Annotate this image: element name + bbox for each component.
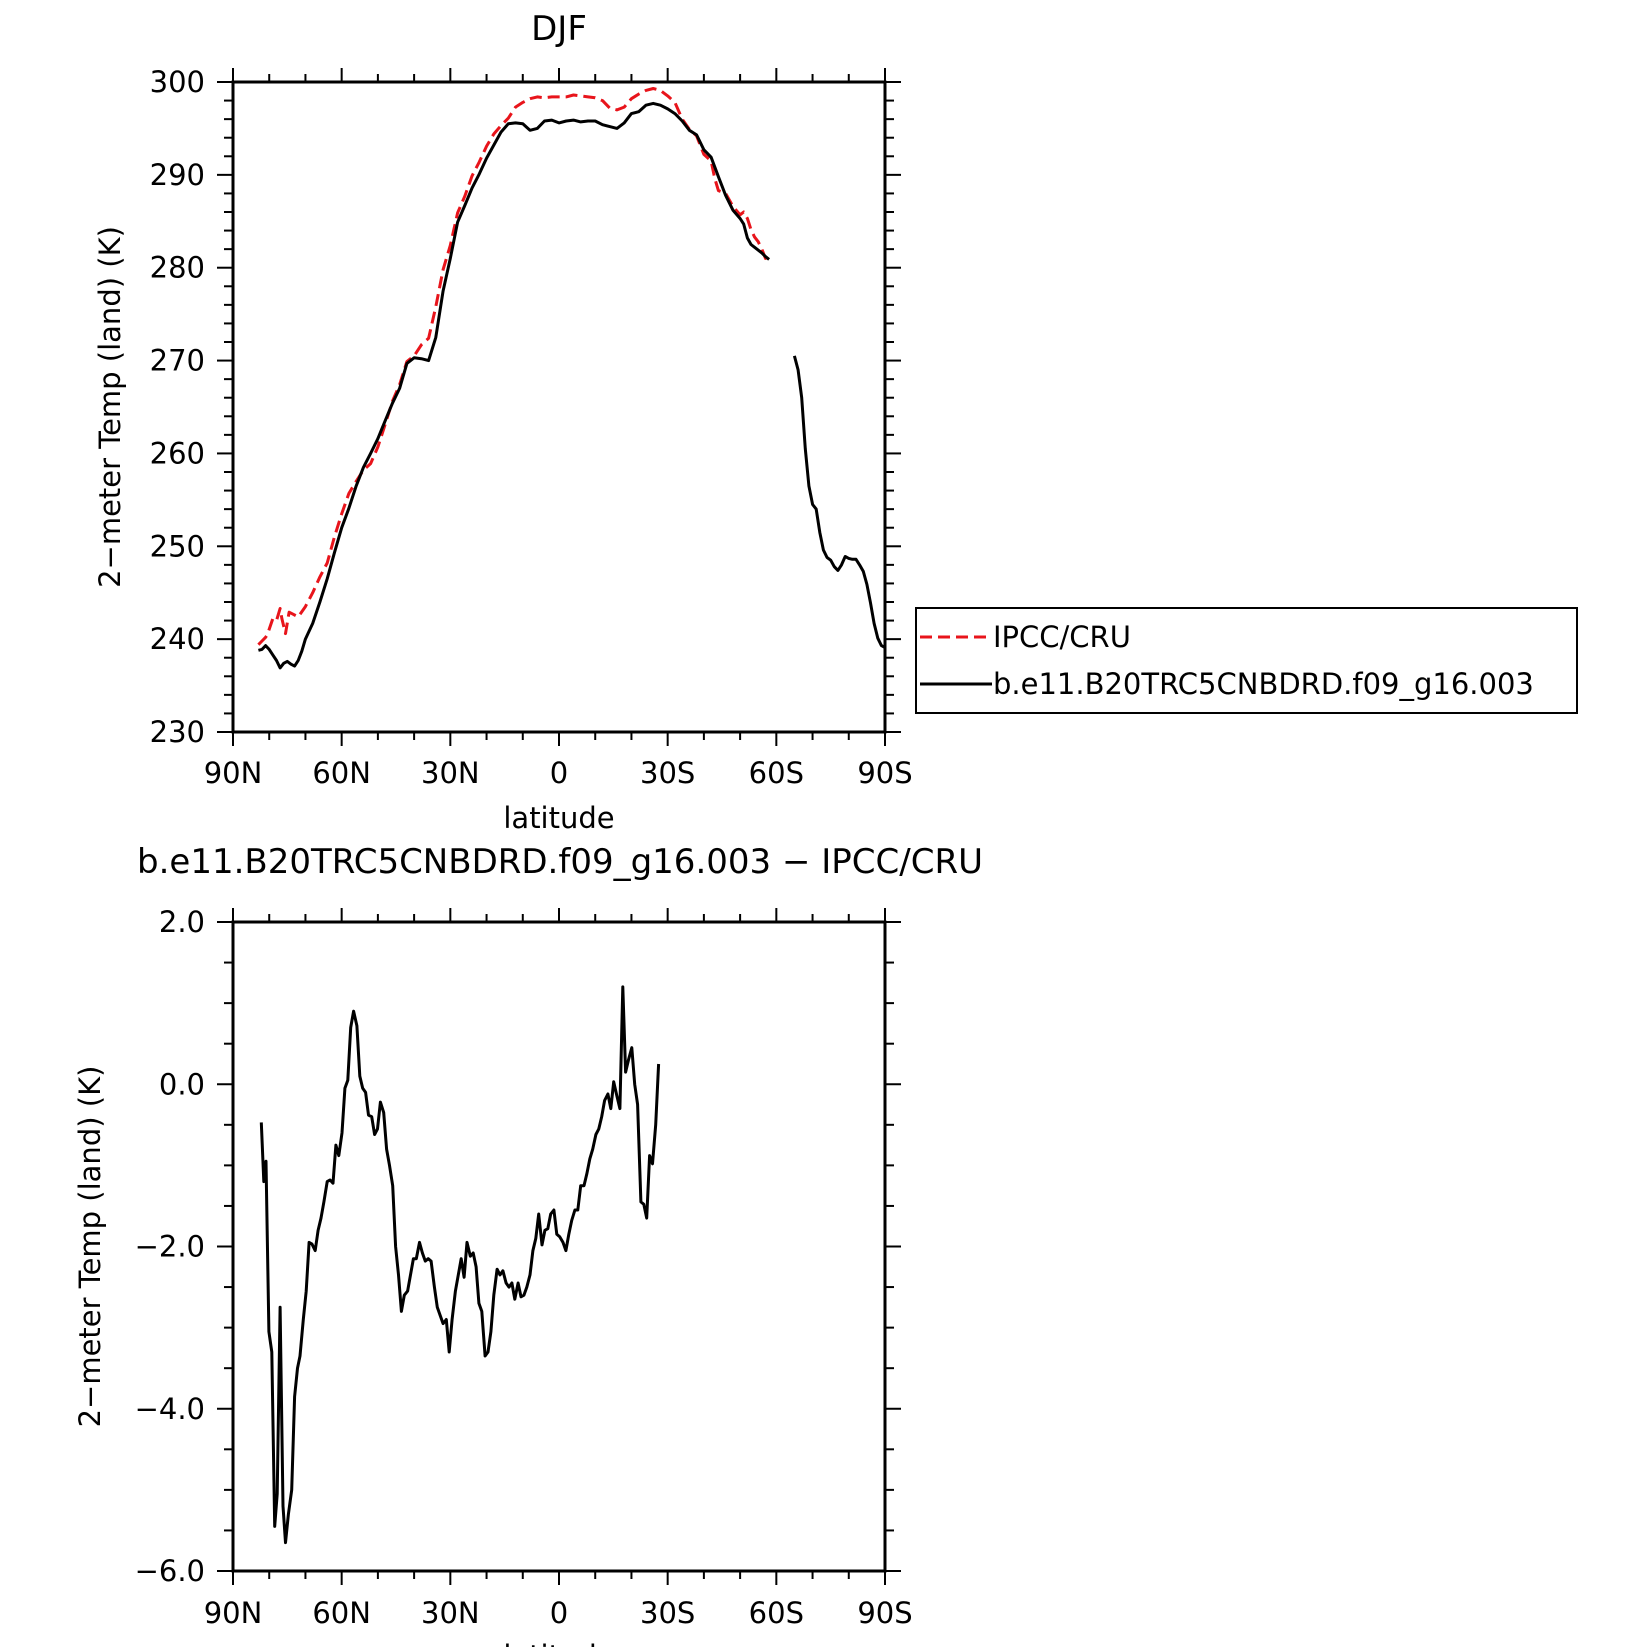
legend-label: IPCC/CRU	[993, 620, 1131, 654]
y-tick-label: −4.0	[135, 1392, 205, 1426]
x-tick-label: 90S	[857, 1596, 912, 1630]
x-tick-label: 30S	[640, 1596, 695, 1630]
series-line-0	[257, 87, 771, 646]
x-tick-label: 0	[550, 1596, 568, 1630]
y-tick-label: 2.0	[159, 905, 205, 939]
y-axis-label: 2−meter Temp (land) (K)	[73, 1066, 107, 1428]
x-tick-label: 30S	[640, 756, 695, 790]
x-tick-label: 30N	[421, 1596, 480, 1630]
y-tick-label: 260	[150, 436, 205, 470]
y-axis-label: 2−meter Temp (land) (K)	[93, 226, 127, 588]
temperature-latitude-chart: DJF 90N 60N 30N 0 30S 60S 90S 230 240 250 260 270 280…	[93, 9, 913, 835]
chart-title: DJF	[531, 9, 587, 49]
x-axis-label: latitude	[503, 1639, 614, 1647]
y-tick-label: 250	[150, 529, 205, 563]
y-tick-label: 240	[150, 622, 205, 656]
x-tick-label: 60N	[312, 756, 371, 790]
y-tick-label: 290	[150, 158, 205, 192]
x-tick-label: 90N	[204, 756, 263, 790]
y-tick-label: 280	[150, 251, 205, 285]
y-tick-label: 0.0	[159, 1067, 205, 1101]
y-tick-label: 230	[150, 715, 205, 749]
x-tick-label: 90N	[204, 1596, 263, 1630]
x-tick-label: 30N	[421, 756, 480, 790]
y-tick-label: −6.0	[135, 1554, 205, 1588]
x-tick-label: 90S	[857, 756, 912, 790]
plot-frame	[231, 80, 887, 734]
y-tick-label: 270	[150, 344, 205, 378]
x-tick-label: 60S	[749, 1596, 804, 1630]
series-line-1	[792, 355, 886, 649]
legend-box	[915, 607, 1578, 714]
x-tick-label: 0	[550, 756, 568, 790]
y-tick-label: −2.0	[135, 1230, 205, 1264]
chart-legend: IPCC/CRU b.e11.B20TRC5CNBDRD.f09_g16.003	[915, 607, 1578, 714]
series-line-1	[258, 101, 771, 670]
legend-label: b.e11.B20TRC5CNBDRD.f09_g16.003	[993, 667, 1534, 701]
x-tick-label: 60N	[312, 1596, 371, 1630]
series-line-0	[259, 985, 661, 1545]
x-axis-label: latitude	[503, 801, 614, 835]
x-tick-label: 60S	[749, 756, 804, 790]
chart-title: b.e11.B20TRC5CNBDRD.f09_g16.003 − IPCC/C…	[137, 842, 983, 882]
difference-latitude-chart: b.e11.B20TRC5CNBDRD.f09_g16.003 − IPCC/C…	[73, 842, 983, 1647]
plot-frame	[231, 920, 887, 1573]
y-tick-label: 300	[150, 65, 205, 99]
